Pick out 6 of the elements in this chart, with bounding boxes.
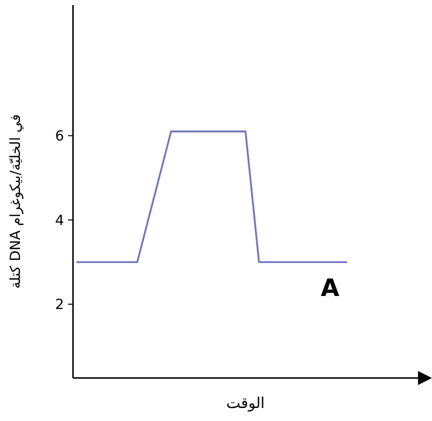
y-tick-label: 6 — [55, 128, 64, 145]
y-tick-label: 4 — [55, 212, 64, 229]
y-axis-title: كتلة DNA في الخليّة/بيكوغرام — [8, 114, 24, 289]
x-axis-title: الوقت — [226, 394, 265, 412]
y-tick-label: 2 — [55, 297, 64, 314]
annotation: A — [320, 274, 340, 302]
